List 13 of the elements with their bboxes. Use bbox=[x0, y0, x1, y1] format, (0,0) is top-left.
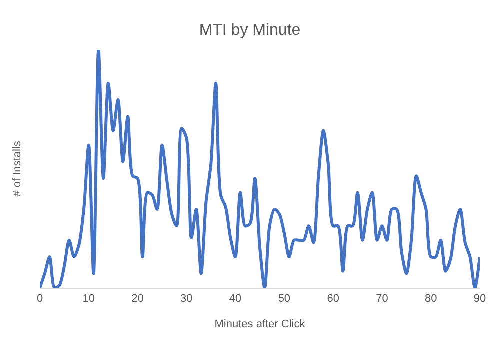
x-tick-label: 0 bbox=[36, 293, 44, 306]
x-tick-label: 20 bbox=[132, 293, 144, 306]
y-axis-title: # of Installs bbox=[12, 140, 24, 197]
chart-title: MTI by Minute bbox=[199, 22, 301, 40]
x-axis-title: Minutes after Click bbox=[214, 318, 306, 330]
x-tick-label: 60 bbox=[327, 293, 340, 306]
x-tick-label: 10 bbox=[82, 293, 96, 306]
x-tick-label: 90 bbox=[474, 293, 486, 306]
x-tick-label: 40 bbox=[229, 293, 242, 306]
x-tick-label: 50 bbox=[278, 293, 291, 306]
x-tick-label: 70 bbox=[376, 293, 388, 306]
x-tick-label: 30 bbox=[180, 293, 193, 306]
x-tick-label: 80 bbox=[424, 293, 438, 306]
